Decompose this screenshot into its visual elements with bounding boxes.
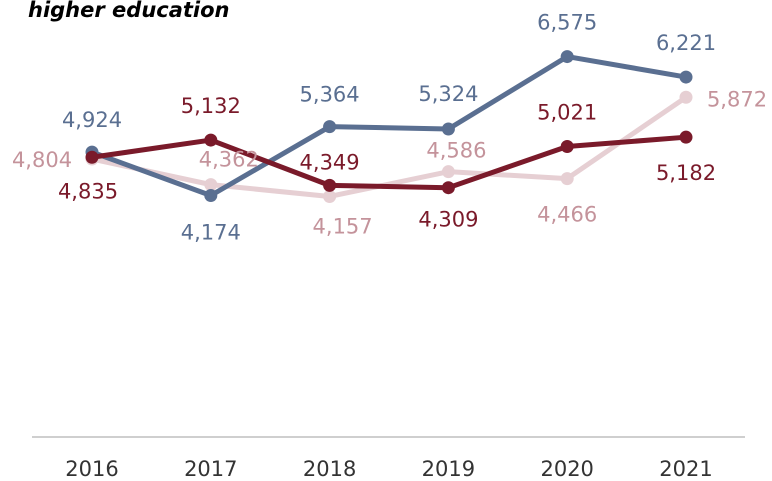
point [323, 189, 337, 203]
data-label: 5,324 [418, 82, 478, 106]
point [204, 189, 218, 203]
data-label: 6,575 [537, 11, 597, 35]
series-line [91, 134, 687, 191]
data-label: 4,362 [199, 148, 259, 172]
data-label: 4,924 [62, 108, 122, 132]
data-label: 4,586 [426, 139, 486, 163]
x-tick-label: 2020 [540, 457, 593, 481]
data-label: 4,804 [12, 148, 72, 172]
data-label: 5,182 [656, 161, 716, 185]
point [441, 165, 455, 179]
x-tick-label: 2021 [659, 457, 712, 481]
data-label: 4,835 [58, 179, 118, 203]
x-tick-label: 2017 [184, 457, 237, 481]
point [204, 133, 218, 147]
x-tick-label: 2018 [303, 457, 356, 481]
data-label: 4,466 [537, 203, 597, 227]
point [323, 120, 337, 134]
point [679, 90, 693, 104]
x-tick-label: 2019 [422, 457, 475, 481]
chart-title: higher education [28, 0, 230, 22]
data-label: 4,174 [181, 221, 241, 245]
point [560, 139, 574, 153]
data-label: 5,364 [300, 83, 360, 107]
x-tick-label: 2016 [65, 457, 118, 481]
point [441, 122, 455, 136]
point [204, 178, 218, 192]
data-label: 6,221 [656, 31, 716, 55]
point [323, 178, 337, 192]
point [560, 50, 574, 64]
data-label: 4,309 [418, 208, 478, 232]
data-label: 4,349 [300, 150, 360, 174]
point [679, 70, 693, 84]
point [441, 181, 455, 195]
data-label: 5,872 [707, 87, 767, 111]
data-label: 4,157 [313, 214, 373, 238]
data-label: 5,132 [181, 94, 241, 118]
point [85, 150, 99, 164]
point [560, 172, 574, 186]
point [679, 130, 693, 144]
data-label: 5,021 [537, 100, 597, 124]
series-line [91, 54, 687, 199]
